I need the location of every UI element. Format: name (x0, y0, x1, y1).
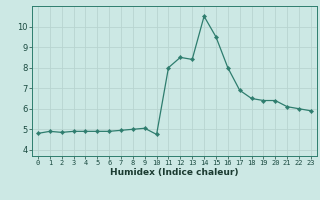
X-axis label: Humidex (Indice chaleur): Humidex (Indice chaleur) (110, 168, 239, 177)
